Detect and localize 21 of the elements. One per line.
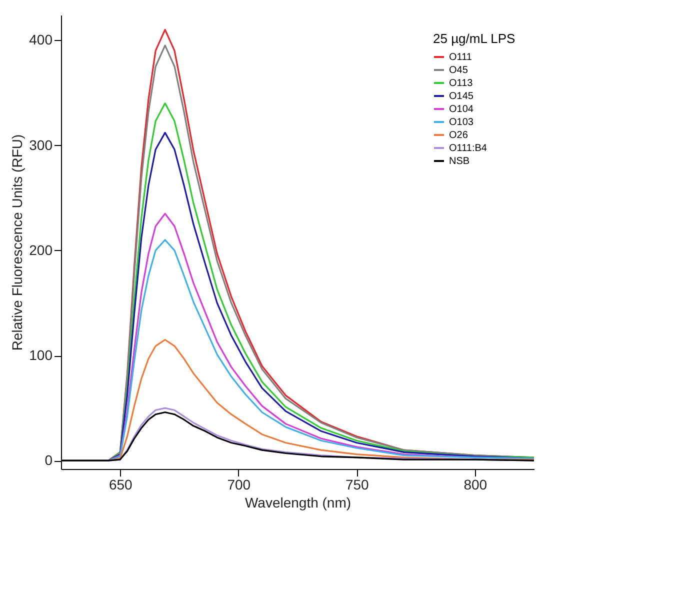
legend-label: O26 [449, 130, 468, 141]
x-tick-label: 700 [227, 476, 251, 492]
y-tick-label: 400 [29, 32, 53, 48]
y-tick-label: 300 [29, 136, 53, 153]
y-tick-label: 0 [44, 452, 53, 468]
y-axis-title: Relative Fluorescence Units (RFU) [9, 134, 26, 351]
legend-label: NSB [449, 156, 470, 167]
x-axis-title: Wavelength (nm) [244, 494, 352, 510]
legend-label: O111 [449, 52, 472, 63]
x-tick-label: 650 [108, 476, 133, 492]
y-tick-label: 100 [29, 347, 53, 363]
y-tick-label: 200 [29, 242, 53, 258]
legend-label: O111:B4 [449, 143, 488, 154]
legend-label: O113 [449, 78, 474, 89]
legend-label: O103 [449, 117, 474, 128]
x-tick-label: 800 [464, 476, 488, 492]
legend-label: O145 [449, 91, 474, 102]
x-tick-label: 750 [345, 476, 370, 492]
legend-label: O104 [449, 104, 474, 115]
legend-label: O45 [449, 65, 468, 76]
legend-title: 25 µg/mL LPS [433, 31, 516, 46]
